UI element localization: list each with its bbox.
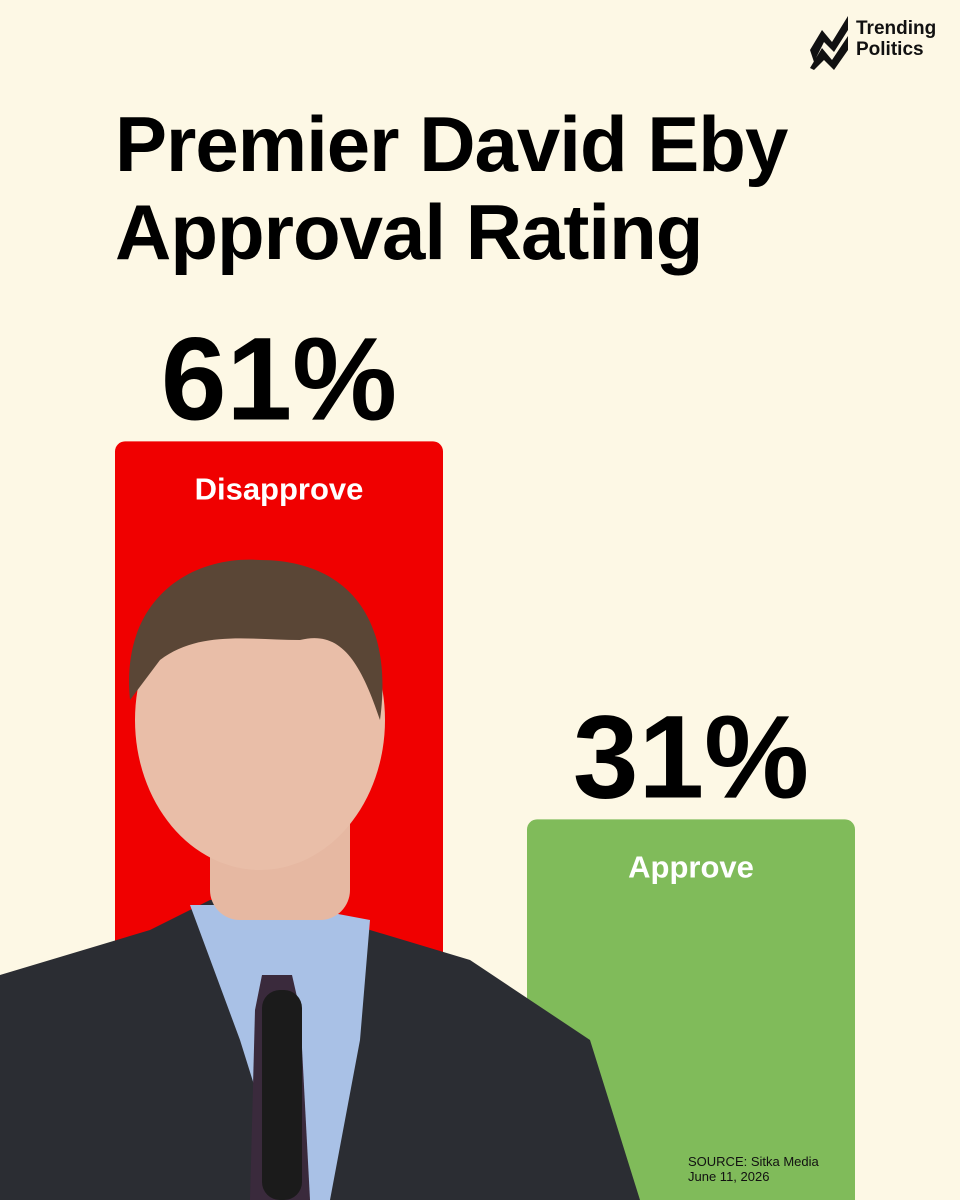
date: June 11, 2026	[688, 1169, 770, 1184]
brand: Trending Politics	[856, 18, 937, 60]
category-label: Approve	[628, 849, 754, 884]
chart-title: Premier David Eby Approval Rating	[115, 100, 788, 276]
category-label: Disapprove	[195, 471, 364, 506]
value-label: 31%	[573, 691, 809, 823]
value-label: 61%	[161, 313, 397, 445]
source: SOURCE: Sitka Media	[688, 1154, 819, 1169]
